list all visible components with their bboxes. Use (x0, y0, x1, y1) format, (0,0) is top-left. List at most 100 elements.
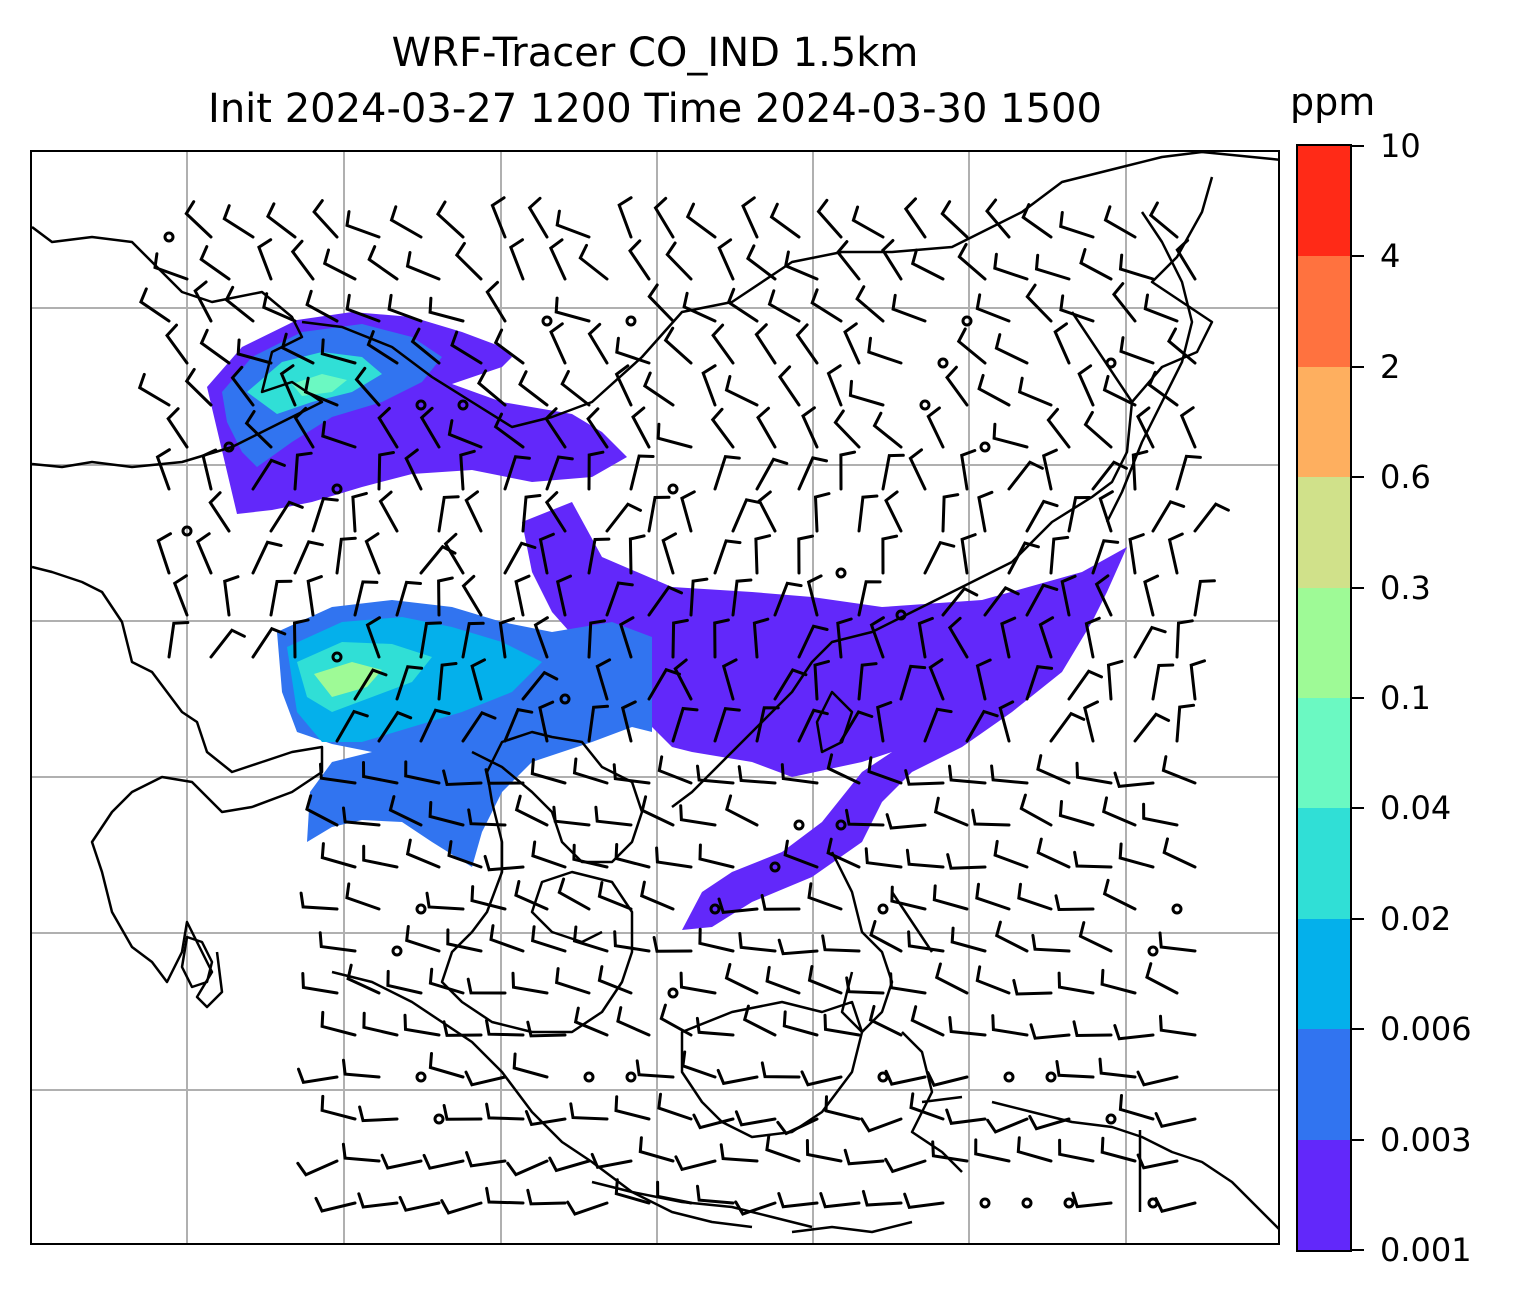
wind-barb (1136, 1070, 1179, 1087)
wind-barb (721, 658, 738, 701)
wind-barb (1111, 282, 1137, 323)
wind-barb (960, 533, 977, 575)
calm-wind-circle (769, 861, 781, 873)
wind-barb (292, 618, 310, 659)
wind-barb (573, 1006, 609, 1037)
colorbar-segment (1298, 808, 1350, 919)
colorbar-segment (1298, 918, 1350, 1030)
wind-barb (269, 579, 293, 617)
colorbar-tick (1352, 255, 1364, 258)
wind-barb (450, 330, 483, 365)
wind-barb (881, 453, 905, 491)
wind-barb (923, 540, 956, 575)
calm-wind-circle (667, 483, 679, 495)
wind-barb (377, 451, 395, 491)
calm-wind-circle (415, 1071, 427, 1083)
wind-barb (251, 458, 286, 491)
wind-barb (512, 1052, 549, 1079)
wind-barb (1036, 837, 1071, 869)
wind-barb (682, 291, 717, 323)
wind-barb (572, 925, 609, 953)
wind-barb (890, 885, 927, 911)
wind-barb (230, 365, 255, 407)
wind-barb (404, 760, 441, 785)
wind-barb (1118, 842, 1155, 869)
wind-barb (335, 536, 357, 575)
wind-barb (419, 708, 451, 743)
wind-barb (845, 808, 885, 827)
wind-barb (1133, 625, 1167, 659)
wind-barb (1113, 771, 1155, 789)
wind-barb (1151, 663, 1175, 701)
wind-barb (876, 701, 893, 743)
wind-barb (908, 448, 927, 491)
wind-barb (1077, 364, 1095, 407)
wind-barb (839, 710, 874, 743)
wind-barb (587, 450, 605, 491)
wind-barb (839, 450, 857, 491)
wind-barb (1029, 1023, 1071, 1040)
wind-barb (742, 1004, 777, 1037)
wind-barb (345, 293, 381, 323)
wind-barb (428, 1052, 465, 1079)
wind-barb (280, 332, 315, 365)
wind-barb (960, 449, 977, 491)
wind-barb (236, 338, 273, 365)
wind-barb (656, 1180, 693, 1205)
wind-barb (800, 1070, 843, 1087)
colorbar-tick (1352, 365, 1364, 368)
calm-wind-circle (331, 651, 343, 663)
wind-barb (1067, 669, 1103, 701)
wind-barb (671, 618, 689, 659)
wind-barb (485, 280, 507, 323)
wind-barb (293, 540, 324, 575)
wind-barb (754, 323, 777, 365)
wind-barb (587, 537, 611, 575)
calm-wind-circle (961, 315, 973, 327)
wind-barb (223, 575, 240, 617)
map-title-line1: WRF-Tracer CO_IND 1.5km (391, 30, 919, 76)
wind-barb (993, 839, 1029, 869)
wind-barb (314, 1196, 357, 1213)
coastline-korea-japan (1070, 211, 1194, 523)
wind-barb (689, 577, 709, 617)
calm-wind-circle (979, 1197, 991, 1209)
wind-barb (986, 1117, 1029, 1134)
colorbar-tick-label: 0.001 (1380, 1231, 1472, 1269)
wind-barb (548, 1156, 591, 1173)
tracer-band-central (522, 502, 1127, 930)
wind-barb (1148, 201, 1179, 239)
wind-barb (1102, 878, 1137, 911)
calm-wind-circle (793, 819, 805, 831)
wind-barb (320, 338, 357, 365)
wind-barb (1060, 574, 1077, 617)
wind-barb (1059, 294, 1095, 323)
wind-barb (341, 1142, 381, 1163)
wind-barb (941, 586, 979, 617)
wind-barb (503, 541, 537, 575)
wind-barb (590, 1152, 633, 1169)
colorbar-segment (1298, 366, 1350, 478)
wind-barb (1102, 374, 1137, 407)
wind-barb (1021, 203, 1053, 239)
wind-barb (199, 245, 231, 281)
wind-barb (605, 502, 642, 533)
colorbar-tick-label: 0.006 (1380, 1010, 1472, 1049)
wind-barb (947, 616, 969, 659)
wind-barb (345, 210, 381, 239)
wind-barb (386, 969, 423, 995)
wind-barb (518, 370, 549, 407)
wind-barb (222, 204, 255, 239)
calm-wind-circle (667, 987, 679, 999)
calm-wind-circle (937, 357, 949, 369)
wind-barb (364, 532, 381, 575)
wind-barb (635, 1059, 675, 1079)
wind-barb (653, 196, 675, 239)
wind-barb (398, 1195, 441, 1212)
wind-barb (1012, 978, 1053, 996)
wind-barb (713, 618, 730, 659)
wind-barb (884, 490, 903, 533)
wind-barb (843, 1148, 885, 1166)
wind-barb (521, 670, 559, 701)
wind-barb (639, 880, 675, 911)
